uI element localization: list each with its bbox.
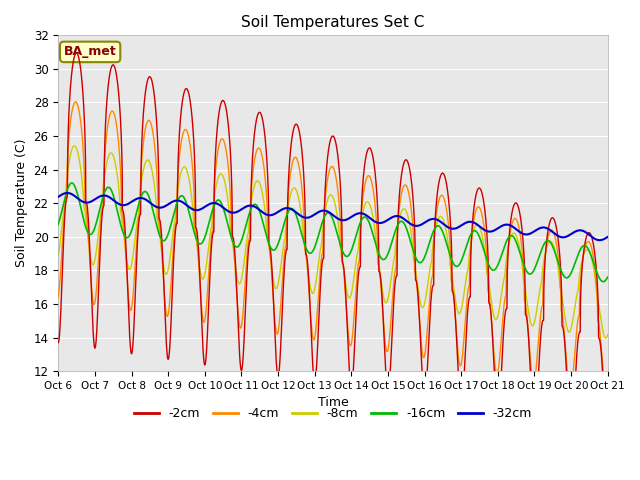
Text: BA_met: BA_met	[64, 46, 116, 59]
X-axis label: Time: Time	[317, 396, 348, 409]
Title: Soil Temperatures Set C: Soil Temperatures Set C	[241, 15, 425, 30]
Legend: -2cm, -4cm, -8cm, -16cm, -32cm: -2cm, -4cm, -8cm, -16cm, -32cm	[129, 402, 537, 425]
Y-axis label: Soil Temperature (C): Soil Temperature (C)	[15, 139, 28, 267]
